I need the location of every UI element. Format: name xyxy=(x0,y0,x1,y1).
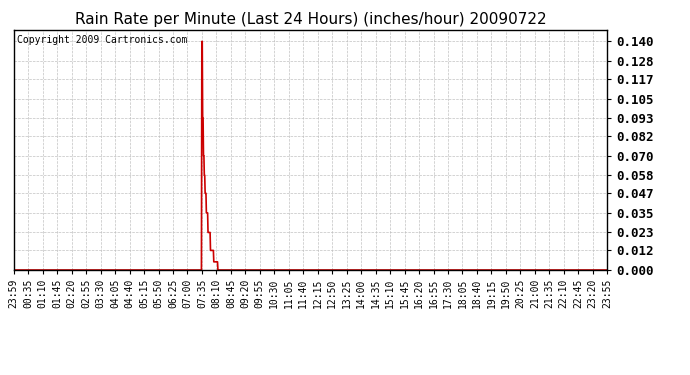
Title: Rain Rate per Minute (Last 24 Hours) (inches/hour) 20090722: Rain Rate per Minute (Last 24 Hours) (in… xyxy=(75,12,546,27)
Text: Copyright 2009 Cartronics.com: Copyright 2009 Cartronics.com xyxy=(17,35,187,45)
